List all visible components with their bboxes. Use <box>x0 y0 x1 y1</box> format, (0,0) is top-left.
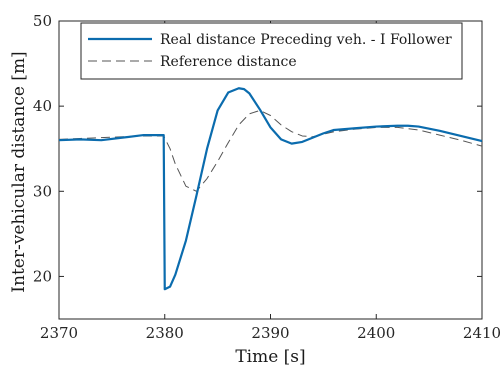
x-axis-title: Time [s] <box>235 347 305 367</box>
y-axis-title: Inter-vehicular distance [m] <box>9 51 29 292</box>
x-tick-label: 2400 <box>357 324 395 342</box>
y-tick-label: 50 <box>33 12 52 30</box>
x-tick-label: 2410 <box>463 324 500 342</box>
series-line-real-distance <box>58 87 483 291</box>
x-tick-label: 2390 <box>251 324 289 342</box>
legend: Real distance Preceding veh. - I Followe… <box>80 22 463 80</box>
legend-box <box>80 22 463 80</box>
x-tick-label: 2380 <box>146 324 184 342</box>
y-tick-label: 40 <box>33 97 52 115</box>
y-tick-label: 20 <box>33 267 52 285</box>
legend-label: Real distance Preceding veh. - I Followe… <box>160 32 452 48</box>
axis-ticks: 2370 2380 2390 2400 2410 20 30 40 50 <box>33 12 500 342</box>
y-tick-label: 30 <box>33 182 52 200</box>
x-tick-label: 2370 <box>40 324 78 342</box>
legend-label: Reference distance <box>160 54 297 70</box>
data-lines <box>58 87 483 291</box>
